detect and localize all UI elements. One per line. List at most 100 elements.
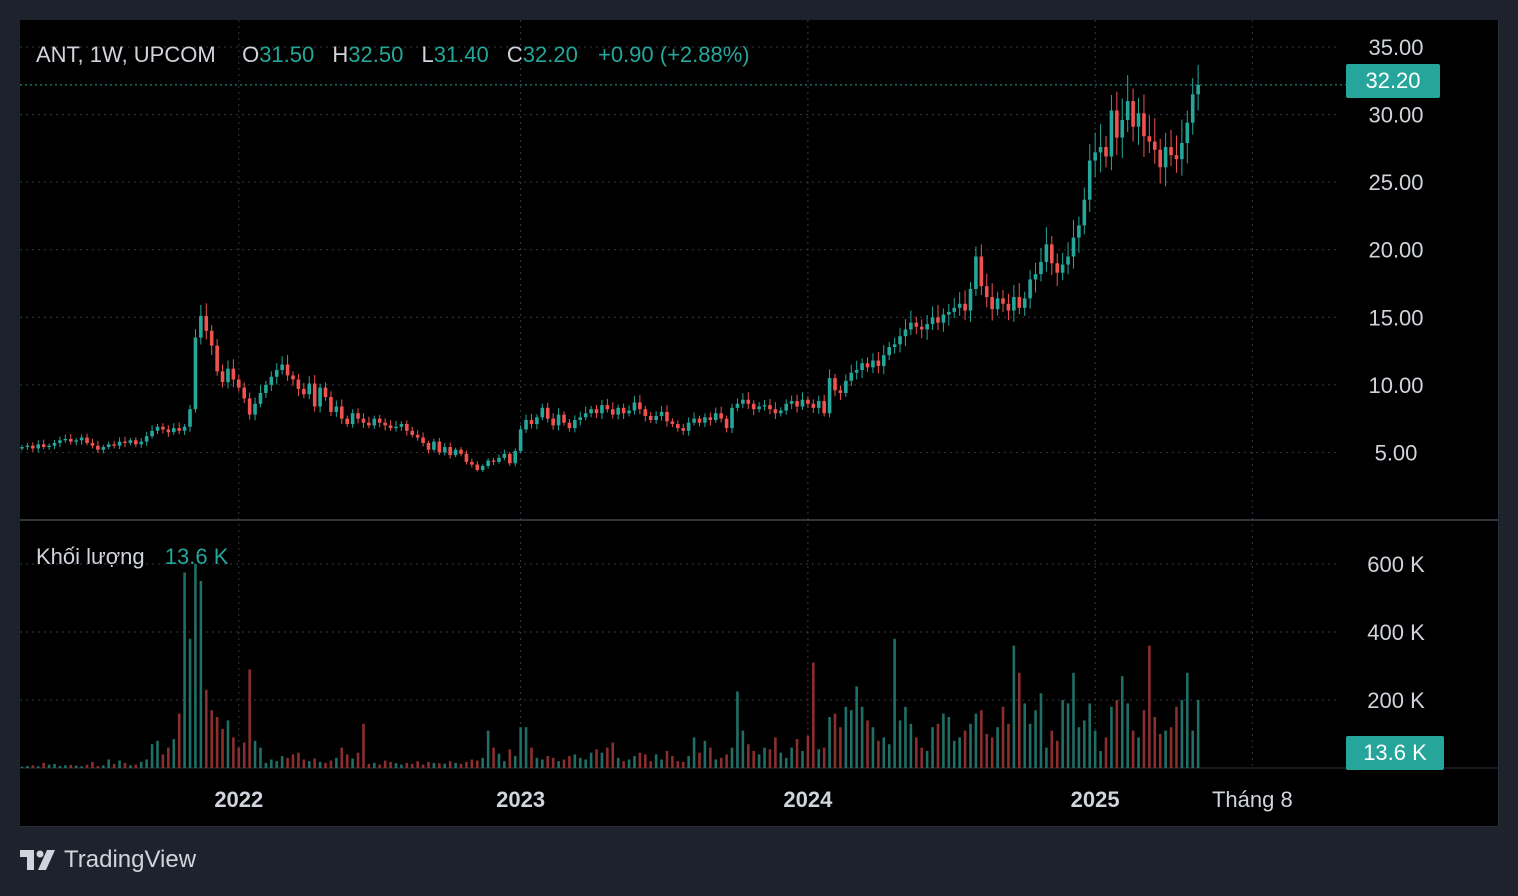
candle-body <box>68 438 73 442</box>
candle-body <box>670 421 675 425</box>
volume-bar <box>1115 700 1119 768</box>
volume-bar <box>568 756 571 768</box>
volume-bar <box>611 742 615 768</box>
candle-body <box>1190 94 1195 123</box>
candle-body <box>686 422 691 431</box>
candle-body <box>258 392 263 404</box>
candle-body <box>437 441 442 453</box>
candle-body <box>1115 110 1119 138</box>
candle-body <box>930 317 935 325</box>
volume-bar <box>952 740 956 768</box>
volume-bar <box>31 765 35 768</box>
candle-body <box>524 420 528 430</box>
volume-bar <box>573 754 577 768</box>
candle-body <box>865 363 870 368</box>
candle-body <box>1104 147 1108 157</box>
volume-bar <box>578 757 582 768</box>
volume-bar <box>232 737 235 768</box>
volume-bar <box>985 734 989 768</box>
volume-bar <box>183 572 186 768</box>
candle-body <box>1001 298 1005 304</box>
candle-body <box>573 420 577 429</box>
volume-value: 13.6 K <box>164 544 229 569</box>
volume-bar <box>779 752 783 768</box>
candle-body <box>616 407 620 415</box>
volume-bar <box>633 756 636 768</box>
candle-body <box>1012 297 1016 311</box>
volume-bar <box>541 759 544 768</box>
volume-bar <box>996 727 999 768</box>
candle-body <box>1136 113 1141 127</box>
volume-bar <box>74 765 78 768</box>
candle-body <box>968 288 973 311</box>
volume-bar <box>616 757 620 768</box>
candle-body <box>762 405 767 407</box>
volume-bar <box>400 764 403 768</box>
volume-bar <box>313 758 316 768</box>
candle-body <box>681 428 686 431</box>
chart-panel[interactable]: 5.00 10.00 15.00 20.00 25.00 30.00 35.00 200 K 4… <box>20 20 1499 827</box>
volume-bar <box>877 740 880 768</box>
tradingview-logo[interactable]: TradingView <box>20 846 196 874</box>
candle-body <box>1028 279 1032 299</box>
volume-bar <box>1137 737 1140 768</box>
volume-bar <box>1169 727 1173 768</box>
candle-body <box>155 426 160 431</box>
volume-bar <box>1110 706 1113 768</box>
volume-bar <box>454 762 457 768</box>
volume-bar <box>871 727 875 768</box>
change-value: +0.90 (+2.88%) <box>597 42 750 67</box>
chart-canvas[interactable]: 5.00 10.00 15.00 20.00 25.00 30.00 35.00 200 K 4… <box>20 20 1498 826</box>
candle-body <box>312 383 317 407</box>
candle-body <box>703 417 707 423</box>
candle-body <box>237 379 241 388</box>
candle-body <box>90 442 95 446</box>
volume-bar <box>150 744 154 768</box>
volume-bar <box>784 757 788 768</box>
candle-body <box>150 430 154 437</box>
candle-body <box>784 403 789 411</box>
volume-bar <box>362 723 365 768</box>
volume-bar <box>974 713 978 768</box>
candle-body <box>1039 261 1043 275</box>
volume-bar <box>980 710 983 768</box>
high-label: H <box>332 42 349 67</box>
volume-bar <box>898 720 902 768</box>
volume-bar <box>378 764 382 768</box>
volume-bar <box>492 747 495 768</box>
volume-bar <box>665 751 669 768</box>
volume-bar <box>324 762 327 768</box>
volume-bar <box>438 763 441 768</box>
volume-bar <box>1023 703 1026 768</box>
price-tick-label: 35.00 <box>1368 35 1423 60</box>
low-label: L <box>421 42 434 67</box>
volume-bar <box>709 747 712 768</box>
candle-body <box>822 401 826 414</box>
candle-body <box>31 445 35 449</box>
candle-body <box>1196 84 1200 95</box>
volume-bar <box>42 762 45 768</box>
volume-bar <box>866 720 869 768</box>
volume-bar <box>53 763 56 768</box>
candle-body <box>903 329 908 337</box>
close-label: C <box>506 42 523 67</box>
candle-body <box>567 422 572 429</box>
candle-body <box>578 417 583 420</box>
volume-bar <box>367 763 371 768</box>
volume-bar <box>1034 710 1037 768</box>
candle-body <box>377 418 382 423</box>
brand-label: TradingView <box>64 846 197 873</box>
candle-body <box>947 311 951 315</box>
volume-bar <box>280 756 284 768</box>
candle-body <box>627 410 631 414</box>
price-legend: ANT, 1W, UPCOM O31.50 H32.50 L31.40 C32.… <box>36 42 754 68</box>
candle-body <box>101 447 106 450</box>
open-value: 31.50 <box>259 42 315 67</box>
candle-body <box>1082 199 1087 226</box>
candle-body <box>231 368 236 380</box>
candle-body <box>811 403 816 408</box>
volume-bar <box>1083 720 1086 768</box>
volume-bar <box>1007 723 1010 768</box>
candle-body <box>280 364 284 370</box>
candle-body <box>741 399 745 404</box>
